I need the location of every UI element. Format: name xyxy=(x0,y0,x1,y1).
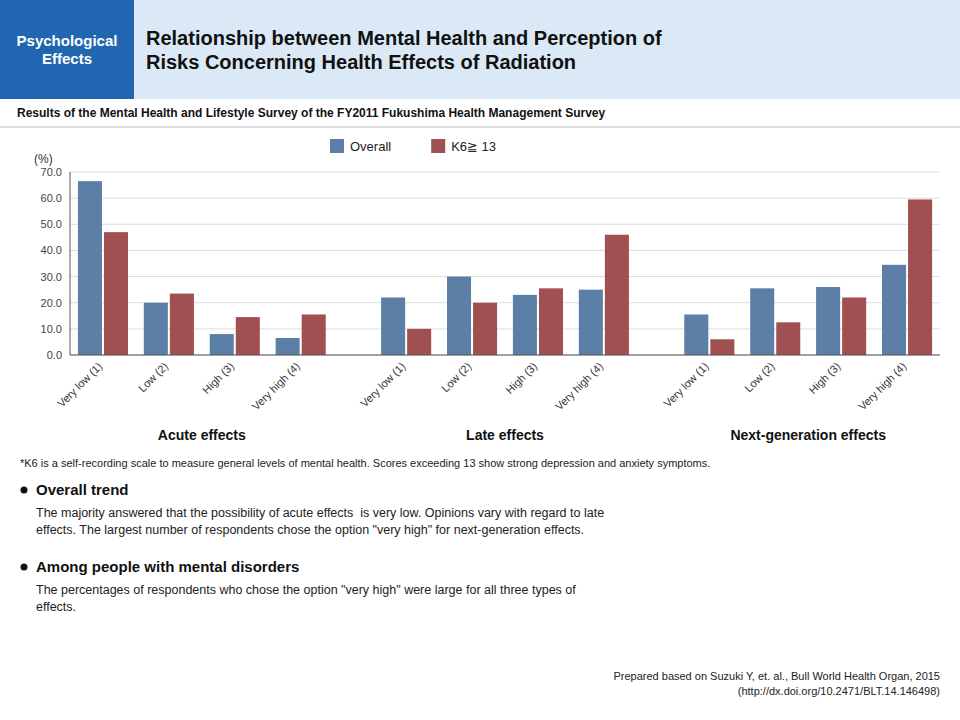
grid-line xyxy=(70,198,940,199)
x-tick-label: Low (2) xyxy=(742,360,776,394)
legend-label: Overall xyxy=(350,139,391,154)
bar xyxy=(381,297,405,355)
grid-line xyxy=(70,172,940,173)
section-box xyxy=(0,0,134,99)
grid-line xyxy=(70,250,940,251)
bars xyxy=(78,181,932,355)
bar xyxy=(605,235,629,355)
y-tick-label: 50.0 xyxy=(41,218,62,230)
y-tick-label: 70.0 xyxy=(41,166,62,178)
note-title: Overall trend xyxy=(36,481,129,498)
grid-line xyxy=(70,302,940,303)
note-title: Among people with mental disorders xyxy=(36,558,299,575)
note-text-line: The percentages of respondents who chose… xyxy=(36,583,576,597)
footnote: *K6 is a self-recording scale to measure… xyxy=(20,457,710,469)
section-label-line: Psychological xyxy=(17,32,118,49)
y-tick-label: 10.0 xyxy=(41,323,62,335)
y-tick-label: 0.0 xyxy=(47,349,62,361)
subtitle: Results of the Mental Health and Lifesty… xyxy=(17,106,605,120)
note-text-line: effects. xyxy=(36,600,76,614)
bar xyxy=(750,288,774,355)
source-line: (http://dx.doi.org/10.2471/BLT.14.146498… xyxy=(738,685,940,697)
bar xyxy=(513,295,537,355)
x-tick-label: High (3) xyxy=(806,360,842,396)
y-axis: 0.0 10.0 20.0 30.0 40.0 50.0 60.0 70.0 xyxy=(41,166,940,361)
y-tick-label: 60.0 xyxy=(41,192,62,204)
legend-swatch xyxy=(431,139,445,153)
x-tick-label: High (3) xyxy=(200,360,236,396)
header-band xyxy=(0,0,960,99)
x-axis-line xyxy=(70,355,940,356)
title: Relationship between Mental Health and P… xyxy=(146,27,662,73)
section-label-line: Effects xyxy=(42,50,92,67)
bar xyxy=(816,287,840,355)
x-tick-label: High (3) xyxy=(503,360,539,396)
y-tick-label: 40.0 xyxy=(41,244,62,256)
grid-line xyxy=(70,355,940,356)
bar xyxy=(104,232,128,355)
bar xyxy=(882,265,906,355)
group-label: Acute effects xyxy=(158,427,246,443)
x-tick-label: Very high (4) xyxy=(856,360,909,413)
bar xyxy=(579,290,603,355)
subtitle-rule xyxy=(0,127,960,128)
grid-line xyxy=(70,224,940,225)
note-text: The majority answered that the possibili… xyxy=(36,506,604,537)
bar xyxy=(908,199,932,355)
bar xyxy=(473,303,497,355)
bar xyxy=(276,338,300,355)
bar xyxy=(539,288,563,355)
note-text-line: effects. The largest number of responden… xyxy=(36,523,584,537)
group-label: Late effects xyxy=(466,427,544,443)
grid-line xyxy=(70,276,940,277)
bullet xyxy=(21,564,28,571)
x-tick-label: Very high (4) xyxy=(553,360,606,413)
bar xyxy=(447,277,471,355)
bar xyxy=(842,297,866,355)
y-axis-label: (%) xyxy=(34,152,53,166)
figure: PsychologicalEffects Relationship between… xyxy=(0,0,960,720)
bar xyxy=(684,314,708,355)
bar xyxy=(236,317,260,355)
legend-swatch xyxy=(330,139,344,153)
bar xyxy=(170,294,194,355)
group-label: Next-generation effects xyxy=(730,427,886,443)
bar xyxy=(144,303,168,355)
bar xyxy=(302,314,326,355)
section-label: PsychologicalEffects xyxy=(17,32,118,67)
y-tick-label: 30.0 xyxy=(41,271,62,283)
x-tick-label: Very low (1) xyxy=(358,360,408,410)
y-tick-label: 20.0 xyxy=(41,297,62,309)
x-axis: Very low (1) Low (2) High (3) Very high (4)… xyxy=(55,360,909,413)
y-axis-line xyxy=(70,172,71,355)
grid-line xyxy=(70,328,940,329)
source-line: Prepared based on Suzuki Y, et. al., Bul… xyxy=(613,670,940,682)
bar xyxy=(776,322,800,355)
bar xyxy=(210,334,234,355)
x-tick-label: Very low (1) xyxy=(661,360,711,410)
bar xyxy=(78,181,102,355)
bar xyxy=(407,329,431,355)
bar xyxy=(710,339,734,355)
title-line: Relationship between Mental Health and P… xyxy=(146,27,662,49)
title-line: Risks Concerning Health Effects of Radia… xyxy=(146,51,576,73)
note-text-line: The majority answered that the possibili… xyxy=(36,506,604,520)
legend: Overall K6≧ 13 xyxy=(330,139,496,154)
x-tick-label: Very low (1) xyxy=(55,360,105,410)
x-tick-label: Low (2) xyxy=(439,360,473,394)
x-tick-label: Low (2) xyxy=(136,360,170,394)
note-text: The percentages of respondents who chose… xyxy=(36,583,576,614)
source: Prepared based on Suzuki Y, et. al., Bul… xyxy=(613,670,940,697)
legend-label: K6≧ 13 xyxy=(451,139,496,154)
bullet xyxy=(21,487,28,494)
x-tick-label: Very high (4) xyxy=(250,360,303,413)
